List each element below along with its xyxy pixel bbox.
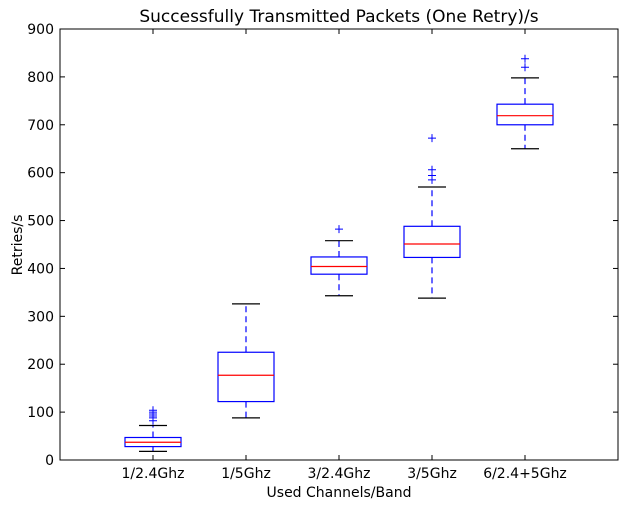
x-axis-label: Used Channels/Band	[267, 485, 412, 501]
iqr-box	[310, 256, 368, 275]
box-group-4	[403, 134, 461, 299]
x-tick-label: 3/2.4Ghz	[308, 466, 371, 482]
box-group-1	[124, 406, 182, 452]
y-axis-label: Retries/s	[10, 215, 26, 276]
axes: 0 100 200 300 400 500 600 700 800 900 1/2.4Ghz 1/5G…	[27, 22, 619, 482]
box-group-5	[496, 54, 554, 150]
y-tick-label: 600	[27, 166, 54, 182]
y-tick-label: 200	[27, 357, 54, 373]
outlier-marker	[521, 54, 529, 63]
y-tick-label: 400	[27, 261, 54, 277]
x-tick-label: 1/5Ghz	[221, 466, 271, 482]
box-group-3	[310, 225, 368, 297]
y-tick-label: 900	[27, 22, 54, 38]
y-tick-label: 800	[27, 70, 54, 86]
y-tick-label: 700	[27, 118, 54, 134]
outlier-marker	[149, 406, 157, 415]
iqr-box	[496, 103, 554, 126]
y-tick-label: 500	[27, 214, 54, 230]
iqr-box	[217, 351, 275, 403]
y-tick-label: 300	[27, 309, 54, 325]
plot-area	[124, 54, 554, 452]
y-tick-label: 100	[27, 405, 54, 421]
x-tick-label: 1/2.4Ghz	[122, 466, 185, 482]
iqr-box	[403, 225, 461, 259]
x-tick-label: 3/5Ghz	[407, 466, 457, 482]
outlier-marker	[521, 63, 529, 72]
box-group-2	[217, 303, 275, 419]
x-tick-label: 6/2.4+5Ghz	[483, 466, 567, 482]
y-tick-label: 0	[45, 453, 54, 469]
outlier-marker	[335, 225, 343, 234]
outlier-marker	[428, 134, 436, 143]
outlier-marker	[428, 165, 436, 174]
chart-title: Successfully Transmitted Packets (One Re…	[139, 7, 538, 27]
